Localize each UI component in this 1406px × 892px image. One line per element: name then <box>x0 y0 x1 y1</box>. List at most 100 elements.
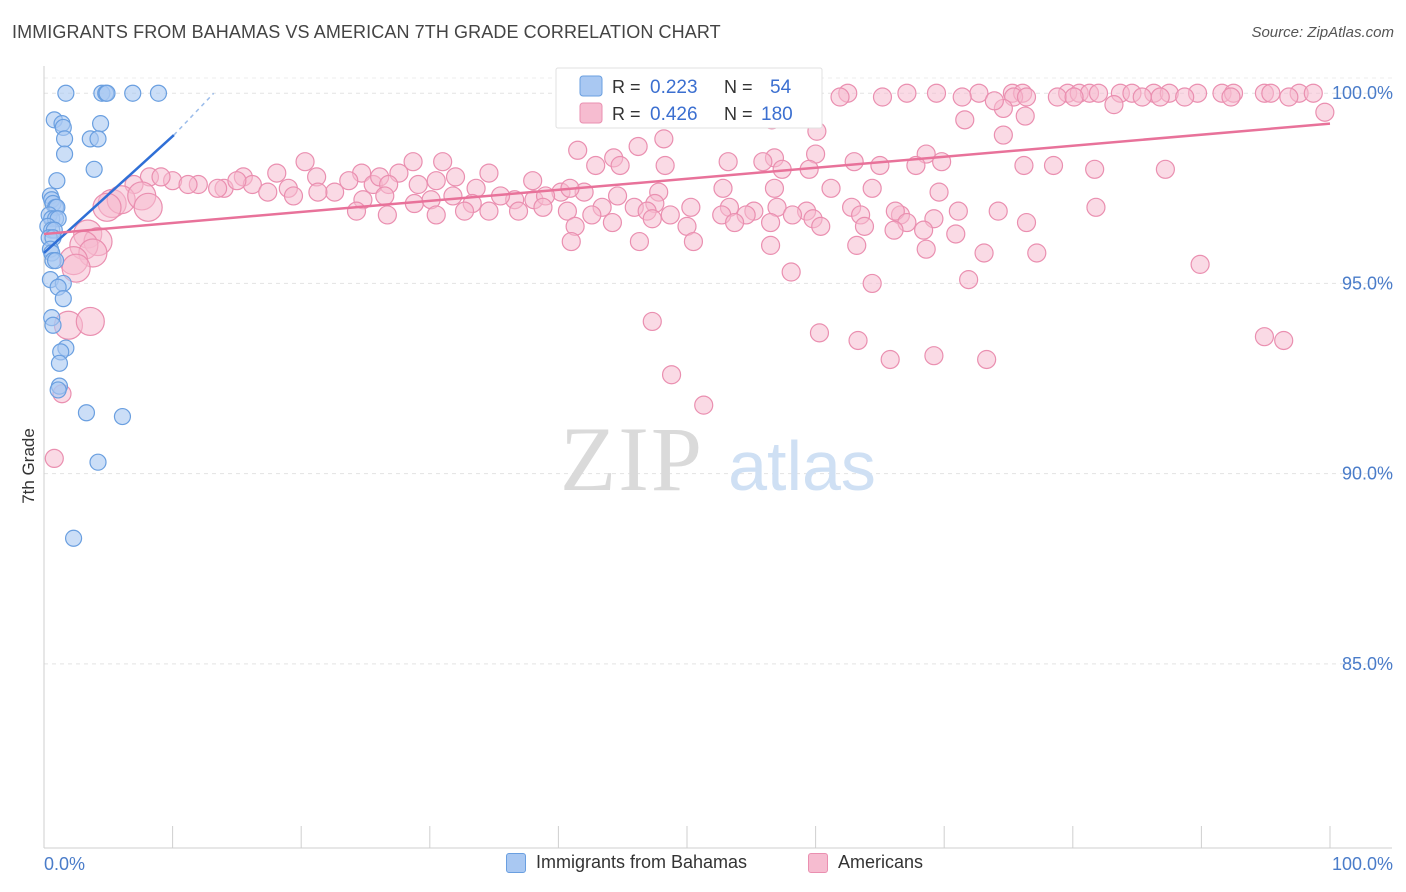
x-tick-label: 0.0% <box>44 854 85 874</box>
point-americans <box>760 235 781 255</box>
y-tick-label: 95.0% <box>1342 273 1393 293</box>
point-bahamas <box>91 115 110 133</box>
point-americans <box>897 83 917 103</box>
point-americans <box>426 171 446 191</box>
legend-r-value-2: 0.426 <box>650 104 698 125</box>
point-bahamas <box>124 84 142 102</box>
grid <box>44 77 1392 665</box>
point-americans <box>1175 87 1195 107</box>
point-americans <box>1085 159 1105 179</box>
watermark-atlas: atlas <box>728 427 876 505</box>
point-americans <box>760 212 781 233</box>
point-americans <box>208 178 228 198</box>
point-americans <box>295 152 315 172</box>
point-americans <box>959 270 979 290</box>
point-americans <box>1086 197 1106 217</box>
legend-n-label-2: N = <box>724 104 753 124</box>
point-americans <box>1016 212 1037 233</box>
point-americans <box>1315 102 1335 122</box>
point-americans <box>906 155 926 176</box>
point-americans <box>870 155 890 176</box>
point-americans <box>642 311 662 332</box>
legend-item-bahamas: Immigrants from Bahamas <box>506 852 747 873</box>
point-americans <box>607 186 628 206</box>
point-americans <box>844 152 864 172</box>
point-americans <box>862 273 882 294</box>
point-americans <box>885 201 905 221</box>
point-americans <box>924 346 944 366</box>
legend-n-label-1: N = <box>724 77 753 97</box>
legend-swatch-bahamas <box>506 852 526 873</box>
point-americans <box>1155 159 1175 179</box>
point-americans <box>642 209 662 229</box>
point-bahamas <box>85 160 103 178</box>
point-americans <box>44 448 64 469</box>
legend-r-value-1: 0.223 <box>650 77 698 98</box>
point-americans <box>848 330 868 351</box>
point-americans <box>628 136 648 157</box>
point-bahamas <box>44 316 62 334</box>
point-americans <box>655 155 675 176</box>
point-americans <box>454 201 475 221</box>
point-americans <box>1014 155 1034 176</box>
y-tick-label: 90.0% <box>1342 464 1393 484</box>
legend-r-label-2: R = <box>612 104 641 124</box>
point-americans <box>654 129 674 149</box>
point-americans <box>258 182 278 202</box>
point-americans <box>561 231 581 252</box>
series-bahamas <box>39 84 168 547</box>
point-americans <box>926 83 947 103</box>
point-americans <box>133 192 163 222</box>
point-americans <box>445 167 466 187</box>
point-americans <box>916 239 936 259</box>
point-americans <box>426 205 446 225</box>
point-americans <box>1043 155 1064 176</box>
point-americans <box>283 186 304 206</box>
point-americans <box>408 174 428 195</box>
point-americans <box>443 186 463 206</box>
point-americans <box>781 262 801 282</box>
point-americans <box>92 192 122 222</box>
legend-swatch-americans <box>808 852 828 873</box>
point-americans <box>948 201 968 221</box>
point-americans <box>151 167 171 187</box>
point-americans <box>339 171 359 191</box>
point-americans <box>346 201 367 221</box>
point-americans <box>1221 87 1241 107</box>
point-americans <box>1088 83 1109 103</box>
point-americans <box>661 365 682 385</box>
trend-line-americans <box>43 122 1331 236</box>
point-bahamas <box>57 84 75 102</box>
point-americans <box>1190 254 1210 274</box>
point-americans <box>977 349 997 370</box>
bottom-legend: Immigrants from Bahamas Americans <box>0 852 1406 876</box>
point-americans <box>681 197 701 217</box>
point-americans <box>1047 87 1067 107</box>
point-americans <box>809 323 830 343</box>
point-americans <box>582 205 602 225</box>
watermark-zip: ZIP <box>560 408 704 510</box>
point-americans <box>377 205 397 225</box>
point-americans <box>955 110 975 130</box>
y-tick-label: 85.0% <box>1342 654 1393 674</box>
point-bahamas <box>50 354 69 372</box>
point-americans <box>1016 87 1037 107</box>
point-americans <box>479 163 499 183</box>
watermark: ZIP atlas <box>560 408 876 510</box>
point-americans <box>1254 327 1275 347</box>
point-americans <box>178 174 198 195</box>
point-americans <box>847 235 867 255</box>
point-americans <box>830 87 850 107</box>
point-americans <box>602 212 623 233</box>
trend-line-bahamas-extension <box>173 92 215 136</box>
point-americans <box>1274 330 1294 351</box>
point-americans <box>724 212 745 233</box>
legend-label-americans: Americans <box>838 852 924 872</box>
point-bahamas <box>113 407 132 426</box>
point-bahamas <box>54 290 72 308</box>
point-americans <box>821 178 841 198</box>
tick-labels: 100.0% 95.0% 90.0% 85.0% 0.0% 100.0% <box>44 83 1393 874</box>
point-americans <box>557 201 578 221</box>
trend-lines <box>43 92 1331 254</box>
